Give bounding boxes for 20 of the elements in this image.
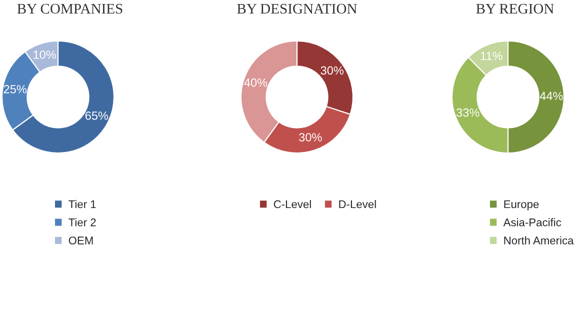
data-label: 11%	[480, 52, 502, 60]
legend-label: Europe	[504, 200, 539, 210]
data-label: 30%	[299, 133, 322, 142]
legend-label: Tier 2	[68, 218, 96, 226]
legend-label: C-Level	[274, 200, 311, 208]
legend-label: North America	[504, 236, 574, 244]
chart-title: BY DESIGNATION	[237, 4, 357, 14]
chart-title: BY REGION	[476, 4, 554, 14]
data-label: 40%	[244, 78, 268, 87]
data-label: 44%	[540, 92, 563, 100]
chart-title: BY COMPANIES	[17, 4, 122, 14]
legend-label: D-Level	[339, 200, 376, 208]
data-label: 25%	[4, 85, 27, 94]
legend-label: Asia-Pacific	[503, 218, 562, 226]
data-label: 33%	[456, 108, 480, 117]
data-label: 30%	[320, 66, 344, 75]
data-label: 65%	[85, 112, 108, 120]
legend-label: Tier 1	[68, 200, 96, 208]
legend-label: OEM	[68, 236, 93, 244]
data-label: 10%	[34, 50, 56, 59]
